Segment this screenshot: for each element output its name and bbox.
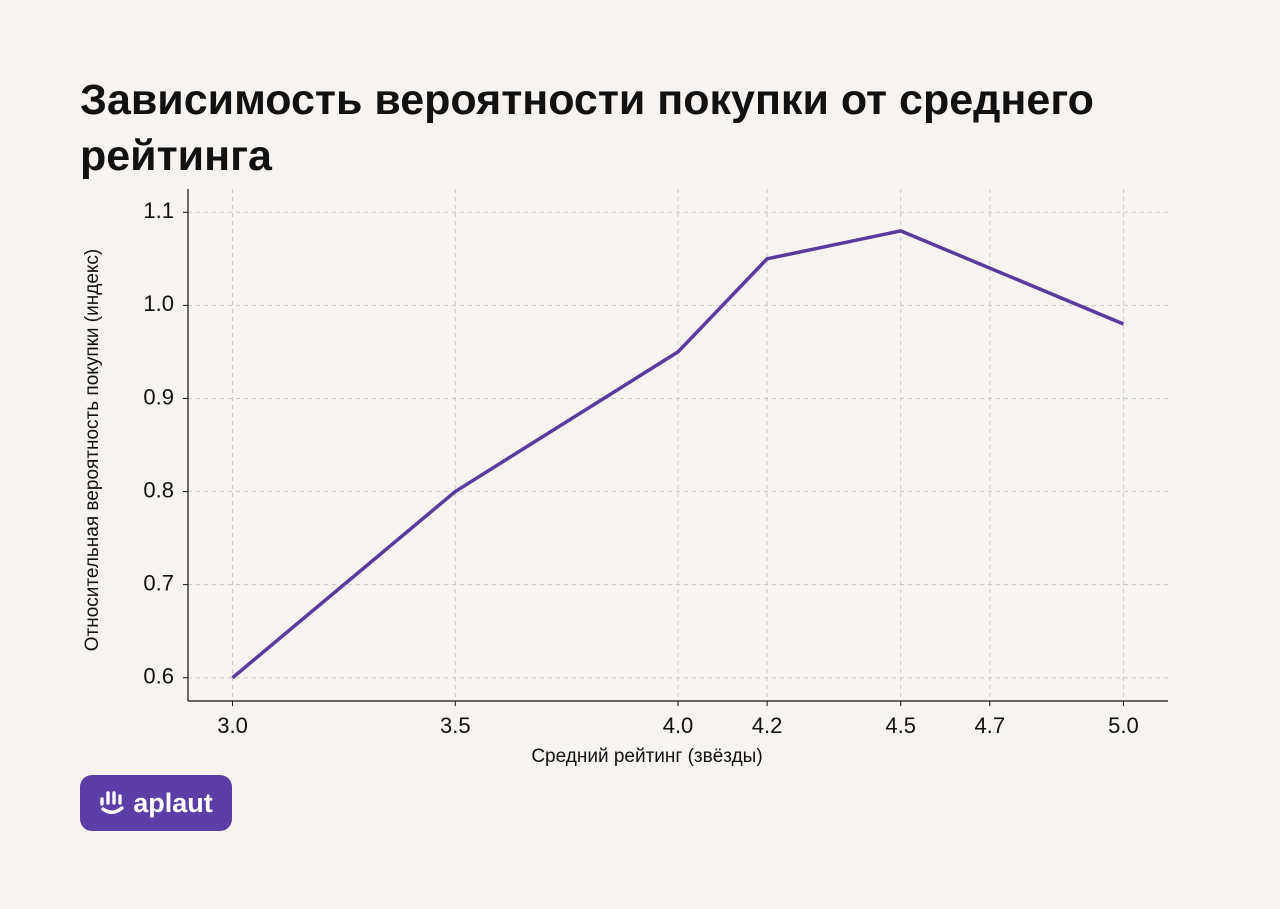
logo: aplaut (80, 775, 232, 831)
y-tick-label: 0.9 (143, 384, 174, 409)
data-line (231, 229, 1125, 680)
logo-text: aplaut (133, 787, 213, 818)
x-tick-label: 4.0 (663, 713, 694, 738)
x-axis-label: Средний рейтинг (звёзды) (531, 746, 762, 767)
y-tick-label: 1.1 (143, 198, 174, 223)
x-tick-label: 3.5 (440, 713, 471, 738)
logo-icon (100, 791, 124, 814)
x-tick-label: 5.0 (1108, 713, 1139, 738)
y-tick-label: 0.8 (143, 477, 174, 502)
x-tick-label: 4.2 (752, 713, 783, 738)
chart-title: Зависимость вероятности покупки от средн… (80, 76, 1094, 180)
y-tick-label: 1.0 (143, 291, 174, 316)
x-tick-label: 4.5 (885, 713, 916, 738)
y-tick-label: 0.6 (143, 664, 174, 689)
x-tick-label: 4.7 (975, 713, 1006, 738)
x-tick-label: 3.0 (217, 713, 248, 738)
y-tick-label: 0.7 (143, 570, 174, 595)
y-axis-label: Относительная вероятность покупки (индек… (82, 249, 103, 652)
